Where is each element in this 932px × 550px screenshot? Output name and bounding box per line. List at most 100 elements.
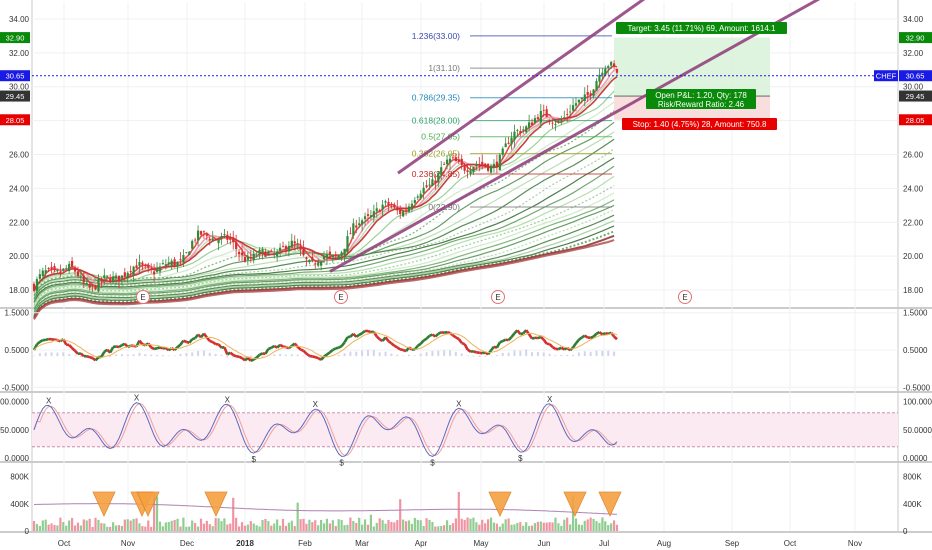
candle-body — [158, 266, 162, 272]
ind1-line-segment — [309, 354, 313, 358]
candle-body — [366, 214, 370, 216]
x-axis-label: Aug — [657, 539, 671, 548]
candle-body — [214, 239, 217, 241]
ind1-histogram-bar — [68, 354, 71, 357]
candle-body — [443, 164, 446, 165]
volume-bar — [343, 525, 346, 531]
ind1-line-segment — [150, 346, 155, 351]
volume-bar — [70, 517, 74, 531]
candle-body — [381, 204, 384, 210]
volume-bar — [246, 524, 249, 531]
ind2-tick-left: 100.0000 — [0, 398, 30, 407]
ind1-line-segment — [455, 336, 460, 341]
volume-bar — [179, 526, 182, 531]
volume-tick-left: 0 — [25, 527, 30, 536]
candle-body — [185, 252, 188, 254]
ind1-histogram-bar — [202, 350, 205, 357]
moving-average-line — [33, 239, 615, 320]
ind1-histogram-bar — [179, 353, 182, 357]
volume-bar — [182, 517, 185, 531]
volume-bar — [507, 518, 510, 531]
price-tick-right: 18.00 — [903, 286, 924, 295]
moving-average-line — [33, 165, 615, 304]
ind1-histogram-bar — [150, 354, 153, 357]
volume-bar — [235, 517, 238, 531]
volume-bar — [202, 523, 206, 531]
candle-body — [76, 271, 80, 277]
candle-body — [94, 285, 97, 290]
ind1-line-segment — [352, 332, 358, 338]
ind1-histogram-bar — [595, 350, 598, 357]
volume-signal-triangle — [136, 491, 160, 517]
position-boxes[interactable]: Target: 3.45 (11.71%) 69, Amount: 1614.1… — [616, 22, 787, 130]
volume-bar — [35, 523, 39, 531]
candle-body — [258, 249, 261, 254]
ind1-line-segment — [209, 339, 214, 344]
price-tag-left-bg — [0, 114, 30, 126]
ind1-line-segment — [246, 357, 252, 362]
price-tag-left-bg — [0, 90, 30, 102]
ind1-histogram-bar — [407, 354, 410, 357]
volume-bar — [589, 517, 592, 531]
moving-average-line — [33, 199, 615, 309]
candle-body — [322, 256, 326, 260]
candle-body — [299, 246, 302, 250]
volume-bar — [571, 495, 575, 531]
target-zone — [614, 37, 770, 97]
volume-bar — [240, 522, 244, 531]
candle-body — [79, 275, 82, 277]
x-axis-label: Feb — [298, 539, 312, 548]
ind1-line-segment — [314, 355, 319, 360]
ind1-line-segment — [317, 356, 322, 362]
ind1-histogram-bar — [232, 355, 235, 358]
ind1-line-segment — [347, 335, 351, 339]
volume-bar — [337, 519, 340, 531]
ind1-line-segment — [396, 346, 401, 351]
ind2-sell-marker: X — [134, 394, 140, 403]
volume-bar — [492, 522, 496, 531]
volume-signal-triangle — [563, 491, 587, 517]
ind1-histogram-bar — [513, 350, 516, 357]
ind1-line-segment — [335, 346, 339, 350]
ind1-line-segment — [296, 345, 302, 351]
ind1-line-segment — [305, 352, 311, 357]
candle-body — [97, 278, 100, 292]
volume-bar — [194, 523, 197, 531]
ind1-line-segment — [510, 332, 516, 338]
candle-body — [349, 233, 352, 235]
ind1-line-segment — [238, 355, 243, 360]
volume-bar — [472, 517, 475, 531]
price-tag-right: 29.45 — [906, 92, 925, 101]
ind1-line-segment — [417, 342, 422, 347]
candle-body — [252, 253, 255, 261]
ind1-histogram-bar — [79, 355, 82, 358]
candle-body — [387, 201, 390, 206]
volume-bar — [79, 525, 82, 531]
ind1-line-segment — [109, 346, 115, 354]
candle-body — [416, 196, 419, 198]
volume-bar — [91, 526, 94, 531]
candle-body — [217, 240, 220, 244]
volume-bar — [563, 519, 566, 531]
x-axis-label: Jul — [599, 539, 609, 548]
volume-bar — [141, 526, 144, 531]
candle-body — [317, 262, 320, 266]
candle-body — [112, 276, 115, 282]
ind1-tick-right: 0.5000 — [903, 346, 928, 355]
ind1-line-segment — [86, 354, 91, 359]
candle-body — [164, 264, 167, 266]
ind1-line-segment — [226, 351, 232, 356]
candle-body — [65, 268, 68, 269]
moving-average-line — [33, 175, 615, 305]
volume-bar — [328, 523, 331, 531]
volume-bar — [232, 497, 235, 531]
ind1-tick-right: 1.5000 — [903, 309, 928, 318]
candle-body — [513, 131, 516, 141]
candle-body — [73, 268, 77, 272]
candle-body — [481, 161, 484, 165]
volume-bar — [211, 526, 214, 531]
ind1-histogram-bar — [167, 355, 170, 357]
ind1-line-segment — [507, 336, 513, 342]
ind1-line-segment — [232, 353, 237, 358]
